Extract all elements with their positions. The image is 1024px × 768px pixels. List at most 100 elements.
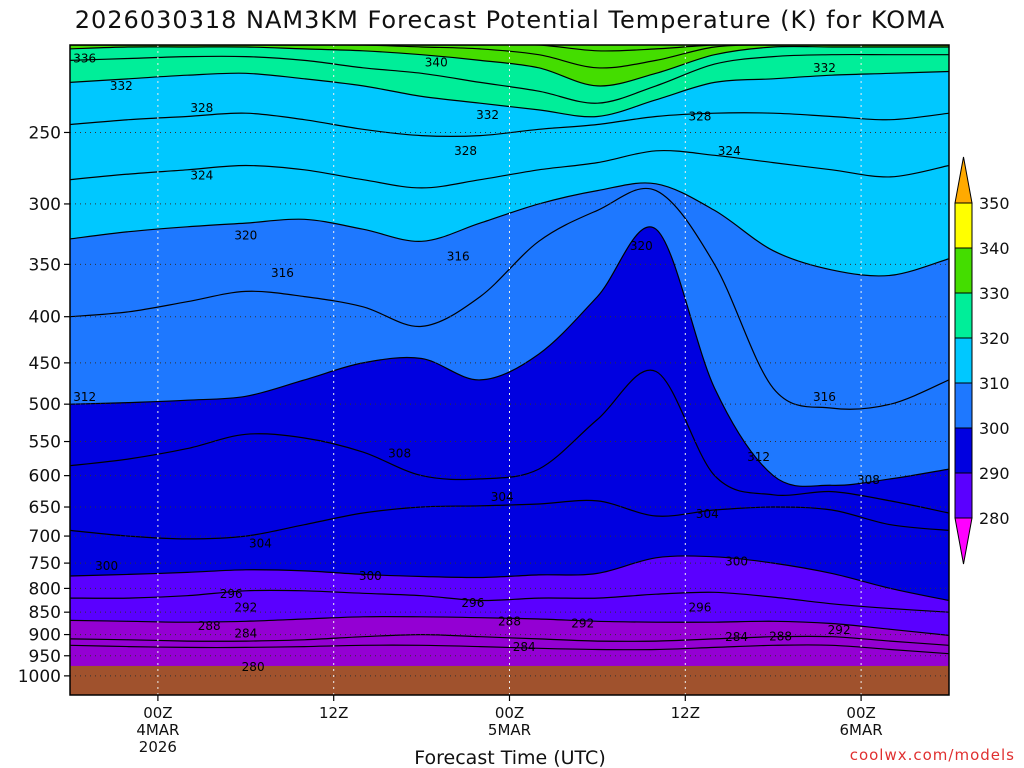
colorbar: 350 340 330 320 310 300 290 280 [954, 156, 1010, 565]
isentrope-324 [70, 149, 949, 189]
isentrope-336 [70, 53, 949, 104]
colorbar-band-330 [954, 247, 973, 294]
contour-label-328: 328 [688, 109, 711, 123]
contour-label-312: 312 [747, 450, 770, 464]
contour-label-288: 288 [198, 619, 221, 633]
contour-label-304: 304 [491, 490, 514, 504]
x-tick-label-48-0: 00Z [846, 704, 875, 722]
fill-band-344 [70, 45, 949, 68]
y-tick-label-700: 700 [29, 527, 61, 547]
y-tick-label-600: 600 [29, 467, 61, 487]
colorbar-bottom-triangle [954, 517, 973, 565]
contour-label-312: 312 [73, 390, 96, 404]
x-tick-label-24-1: 5MAR [488, 721, 531, 739]
x-tick-label-48-1: 6MAR [840, 721, 883, 739]
isentrope-292 [70, 615, 949, 636]
grid-lines [70, 45, 949, 695]
colorbar-band-300 [954, 382, 973, 429]
contour-label-300: 300 [95, 559, 118, 573]
colorbar-band-340 [954, 202, 973, 249]
y-tick-label-300: 300 [29, 195, 61, 215]
colorbar-label-350: 350 [979, 194, 1010, 213]
contour-label-292: 292 [828, 623, 851, 637]
contour-label-308: 308 [857, 473, 880, 487]
colorbar-top-triangle [954, 156, 973, 204]
contour-label-316: 316 [813, 390, 836, 404]
y-tick-label-900: 900 [29, 626, 61, 646]
colorbar-band-280 [954, 472, 973, 519]
contour-label-284: 284 [513, 640, 536, 654]
x-tick-label-12-0: 12Z [319, 704, 348, 722]
contour-label-296: 296 [688, 601, 711, 615]
isentrope-328 [70, 112, 949, 137]
x-axis-label: Forecast Time (UTC) [414, 747, 605, 768]
isentrope-316 [70, 187, 949, 410]
contour-label-340: 340 [425, 55, 448, 69]
x-tick-label-0-0: 00Z [143, 704, 172, 722]
contour-label-336: 336 [73, 51, 96, 65]
colorbar-band-320 [954, 292, 973, 339]
chart-title: 2026030318 NAM3KM Forecast Potential Tem… [75, 6, 946, 34]
x-tick-label-0-2: 2026 [139, 738, 177, 756]
fill-band-340 [70, 45, 949, 86]
y-tick-label-1000: 1000 [18, 667, 61, 687]
colorbar-label-310: 310 [979, 374, 1010, 393]
colorbar-label-290: 290 [979, 464, 1010, 483]
isentrope-300 [70, 555, 949, 602]
contour-label-304: 304 [249, 536, 272, 550]
contour-label-292: 292 [234, 601, 257, 615]
y-tick-label-800: 800 [29, 579, 61, 599]
colorbar-band-290 [954, 427, 973, 474]
y-tick-label-550: 550 [29, 433, 61, 453]
contour-labels: 336 332 340 332 328 332 328 328 324 324 320 316 320 3… [73, 51, 880, 674]
y-tick-label-350: 350 [29, 255, 61, 275]
contour-label-316: 316 [271, 266, 294, 280]
contour-label-280: 280 [242, 660, 265, 674]
isentrope-312 [70, 226, 949, 487]
x-tick-label-36-0: 12Z [671, 704, 700, 722]
isentrope-308 [70, 369, 949, 514]
contour-label-284: 284 [725, 630, 748, 644]
y-tick-label-650: 650 [29, 498, 61, 518]
plot-area: 336 332 340 332 328 332 328 328 324 324 320 316 320 3… [70, 45, 949, 695]
isentrope-304 [70, 499, 949, 540]
contour-label-288: 288 [769, 630, 792, 644]
contour-label-328: 328 [190, 101, 213, 115]
contour-fills [70, 45, 949, 695]
x-tick-label-24-0: 00Z [495, 704, 524, 722]
y-tick-label-750: 750 [29, 554, 61, 574]
contour-label-304: 304 [696, 507, 719, 521]
credit-text: coolwx.com/models [850, 746, 1015, 764]
contour-label-300: 300 [725, 555, 748, 569]
contour-label-332: 332 [476, 108, 499, 122]
contour-label-332: 332 [110, 79, 133, 93]
y-tick-label-250: 250 [29, 123, 61, 143]
y-tick-label-950: 950 [29, 647, 61, 667]
isentrope-288 [70, 633, 949, 646]
colorbar-label-330: 330 [979, 284, 1010, 303]
isentrope-320 [70, 182, 949, 277]
contour-label-288: 288 [498, 614, 521, 628]
contour-label-308: 308 [388, 446, 411, 460]
contour-label-296: 296 [220, 587, 243, 601]
contour-label-332: 332 [813, 61, 836, 75]
colorbar-band-310 [954, 337, 973, 384]
colorbar-label-320: 320 [979, 329, 1010, 348]
x-tick-label-0-1: 4MAR [136, 721, 179, 739]
contour-label-300: 300 [359, 569, 382, 583]
fill-band-336 [70, 45, 949, 104]
isentrope-296 [70, 589, 949, 613]
contour-label-324: 324 [190, 168, 213, 182]
colorbar-label-300: 300 [979, 419, 1010, 438]
colorbar-label-280: 280 [979, 509, 1010, 528]
y-tick-label-400: 400 [29, 308, 61, 328]
y-tick-label-500: 500 [29, 395, 61, 415]
isentrope-284 [70, 644, 949, 655]
y-axis: 250 300 350 400 450 500 550 600 650 700 750 800 850 9… [18, 123, 70, 687]
contour-label-328: 328 [454, 144, 477, 158]
colorbar-label-340: 340 [979, 239, 1010, 258]
contour-label-320: 320 [234, 228, 257, 242]
contour-label-316: 316 [447, 249, 470, 263]
